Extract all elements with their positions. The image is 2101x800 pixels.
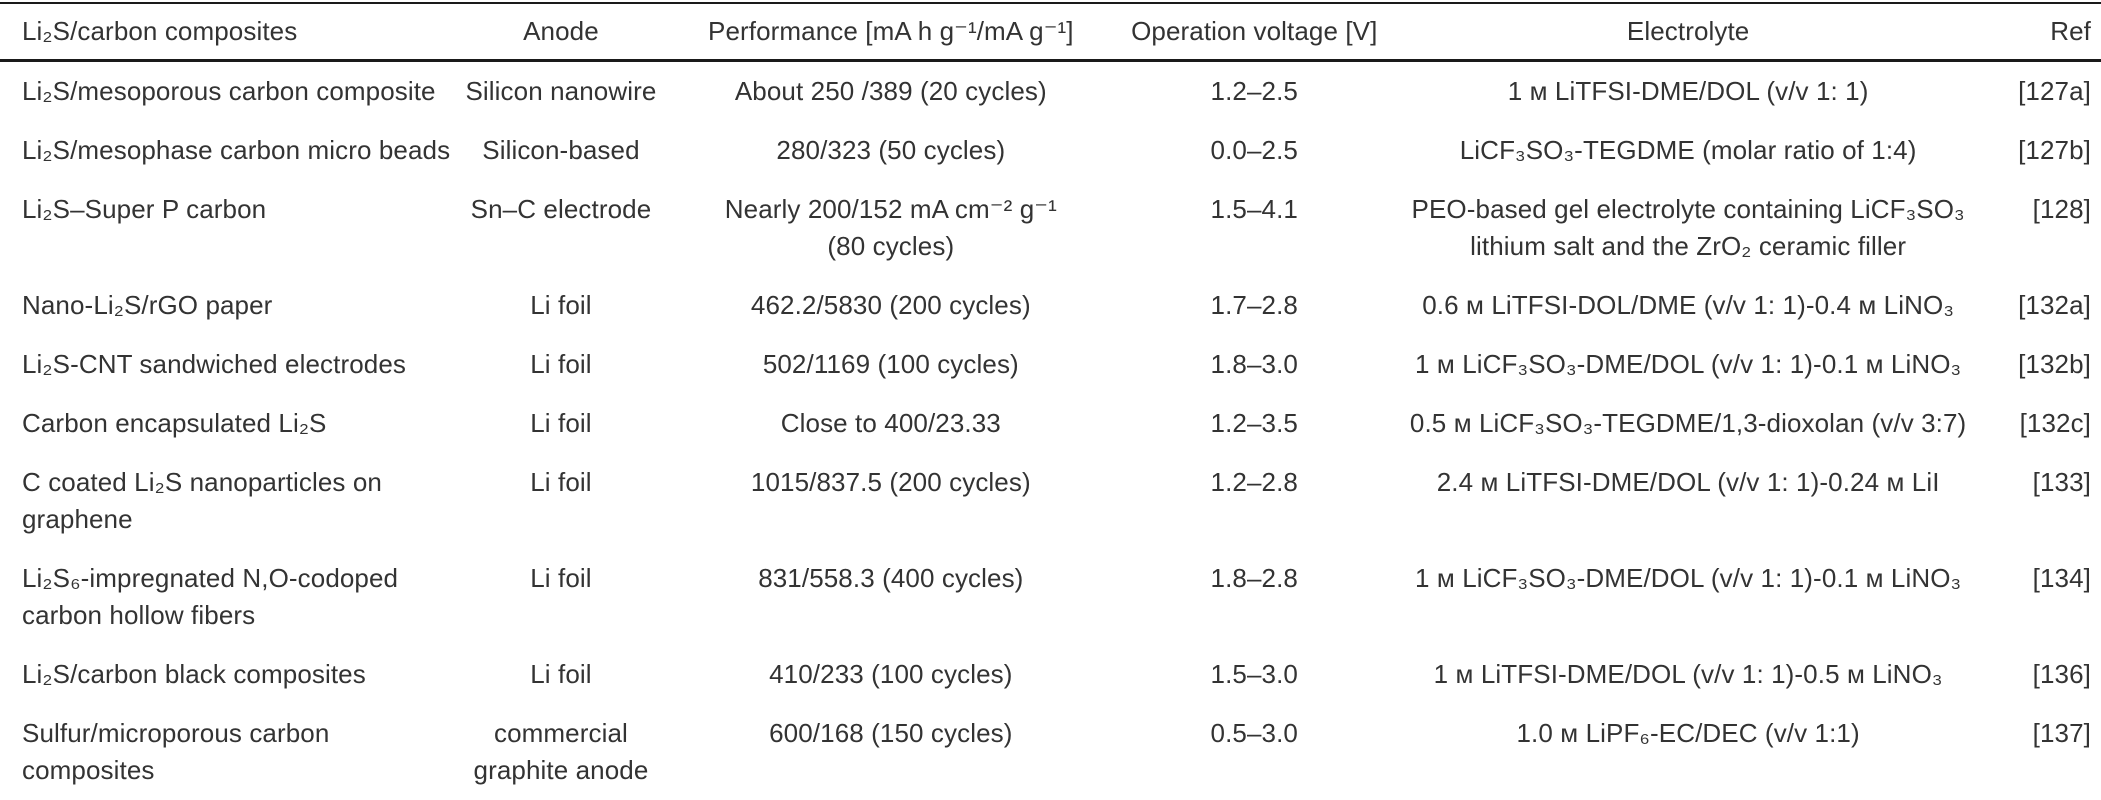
- table-row: Li₂S-CNT sandwiched electrodes Li foil 5…: [0, 335, 2101, 394]
- table-header: Li₂S/carbon composites Anode Performance…: [0, 3, 2101, 61]
- table-row: Li₂S₆-impregnated N,O-codoped carbon hol…: [0, 549, 2101, 645]
- cell-anode: Li foil: [458, 394, 664, 453]
- cell-anode: Li foil: [458, 335, 664, 394]
- table-body: Li₂S/mesoporous carbon composite Silicon…: [0, 61, 2101, 800]
- header-ref: Ref: [1985, 3, 2101, 61]
- table-row: Li₂S/mesoporous carbon composite Silicon…: [0, 61, 2101, 122]
- cell-electrolyte: PEO-based gel electrolyte containing LiC…: [1391, 180, 1986, 276]
- cell-performance: Close to 400/23.33: [664, 394, 1118, 453]
- header-electrolyte: Electrolyte: [1391, 3, 1986, 61]
- cell-performance: Nearly 200/152 mA cm⁻² g⁻¹ (80 cycles): [664, 180, 1118, 276]
- header-performance: Performance [mA h g⁻¹/mA g⁻¹]: [664, 3, 1118, 61]
- cell-electrolyte: LiCF₃SO₃-TEGDME (molar ratio of 1:4): [1391, 121, 1986, 180]
- cell-performance: 462.2/5830 (200 cycles): [664, 276, 1118, 335]
- table-row: Sulfur/microporous carbon composites com…: [0, 704, 2101, 800]
- cell-voltage: 1.8–2.8: [1118, 549, 1391, 645]
- cell-composite: Li₂S/carbon black composites: [0, 645, 458, 704]
- table-row: Li₂S/carbon black composites Li foil 410…: [0, 645, 2101, 704]
- cell-electrolyte: 1 ᴍ LiCF₃SO₃-DME/DOL (v/v 1: 1)-0.1 ᴍ Li…: [1391, 335, 1986, 394]
- cell-electrolyte: 1 ᴍ LiCF₃SO₃-DME/DOL (v/v 1: 1)-0.1 ᴍ Li…: [1391, 549, 1986, 645]
- cell-voltage: 1.8–3.0: [1118, 335, 1391, 394]
- header-anode: Anode: [458, 3, 664, 61]
- cell-anode: Silicon-based: [458, 121, 664, 180]
- cell-composite: Li₂S/mesophase carbon micro beads: [0, 121, 458, 180]
- cell-ref: [132a]: [1985, 276, 2101, 335]
- cell-ref: [127b]: [1985, 121, 2101, 180]
- table-row: Carbon encapsulated Li₂S Li foil Close t…: [0, 394, 2101, 453]
- cell-voltage: 1.5–3.0: [1118, 645, 1391, 704]
- cell-anode: commercial graphite anode: [458, 704, 664, 800]
- header-row: Li₂S/carbon composites Anode Performance…: [0, 3, 2101, 61]
- cell-ref: [128]: [1985, 180, 2101, 276]
- cell-anode: Li foil: [458, 453, 664, 549]
- cell-anode: Li foil: [458, 276, 664, 335]
- cell-ref: [136]: [1985, 645, 2101, 704]
- cell-composite: C coated Li₂S nanoparticles on graphene: [0, 453, 458, 549]
- cell-composite: Carbon encapsulated Li₂S: [0, 394, 458, 453]
- cell-performance: 502/1169 (100 cycles): [664, 335, 1118, 394]
- cell-ref: [134]: [1985, 549, 2101, 645]
- cell-electrolyte: 2.4 ᴍ LiTFSI-DME/DOL (v/v 1: 1)-0.24 ᴍ L…: [1391, 453, 1986, 549]
- cell-anode: Sn–C electrode: [458, 180, 664, 276]
- cell-ref: [133]: [1985, 453, 2101, 549]
- cell-composite: Nano-Li₂S/rGO paper: [0, 276, 458, 335]
- table-row: Li₂S–Super P carbon Sn–C electrode Nearl…: [0, 180, 2101, 276]
- cell-composite: Li₂S/mesoporous carbon composite: [0, 61, 458, 122]
- cell-electrolyte: 1 ᴍ LiTFSI-DME/DOL (v/v 1: 1): [1391, 61, 1986, 122]
- cell-performance: 831/558.3 (400 cycles): [664, 549, 1118, 645]
- cell-electrolyte: 1 ᴍ LiTFSI-DME/DOL (v/v 1: 1)-0.5 ᴍ LiNO…: [1391, 645, 1986, 704]
- cell-electrolyte: 0.6 ᴍ LiTFSI-DOL/DME (v/v 1: 1)-0.4 ᴍ Li…: [1391, 276, 1986, 335]
- header-composite: Li₂S/carbon composites: [0, 3, 458, 61]
- cell-composite: Li₂S-CNT sandwiched electrodes: [0, 335, 458, 394]
- cell-performance: 280/323 (50 cycles): [664, 121, 1118, 180]
- cell-ref: [137]: [1985, 704, 2101, 800]
- cell-electrolyte: 1.0 ᴍ LiPF₆-EC/DEC (v/v 1:1): [1391, 704, 1986, 800]
- cell-anode: Li foil: [458, 549, 664, 645]
- cell-composite: Li₂S–Super P carbon: [0, 180, 458, 276]
- cell-ref: [132b]: [1985, 335, 2101, 394]
- cell-electrolyte: 0.5 ᴍ LiCF₃SO₃-TEGDME/1,3-dioxolan (v/v …: [1391, 394, 1986, 453]
- cell-ref: [127a]: [1985, 61, 2101, 122]
- header-voltage: Operation voltage [V]: [1118, 3, 1391, 61]
- table-row: Li₂S/mesophase carbon micro beads Silico…: [0, 121, 2101, 180]
- table-row: Nano-Li₂S/rGO paper Li foil 462.2/5830 (…: [0, 276, 2101, 335]
- cell-voltage: 1.7–2.8: [1118, 276, 1391, 335]
- cell-composite: Sulfur/microporous carbon composites: [0, 704, 458, 800]
- cell-performance: 600/168 (150 cycles): [664, 704, 1118, 800]
- table-row: C coated Li₂S nanoparticles on graphene …: [0, 453, 2101, 549]
- cell-voltage: 1.2–3.5: [1118, 394, 1391, 453]
- cell-anode: Li foil: [458, 645, 664, 704]
- cell-ref: [132c]: [1985, 394, 2101, 453]
- cell-voltage: 1.2–2.5: [1118, 61, 1391, 122]
- cell-performance: About 250 /389 (20 cycles): [664, 61, 1118, 122]
- cell-voltage: 0.5–3.0: [1118, 704, 1391, 800]
- cell-voltage: 0.0–2.5: [1118, 121, 1391, 180]
- cell-voltage: 1.2–2.8: [1118, 453, 1391, 549]
- cell-performance: 410/233 (100 cycles): [664, 645, 1118, 704]
- cell-voltage: 1.5–4.1: [1118, 180, 1391, 276]
- cell-performance: 1015/837.5 (200 cycles): [664, 453, 1118, 549]
- cell-composite: Li₂S₆-impregnated N,O-codoped carbon hol…: [0, 549, 458, 645]
- cell-anode: Silicon nanowire: [458, 61, 664, 122]
